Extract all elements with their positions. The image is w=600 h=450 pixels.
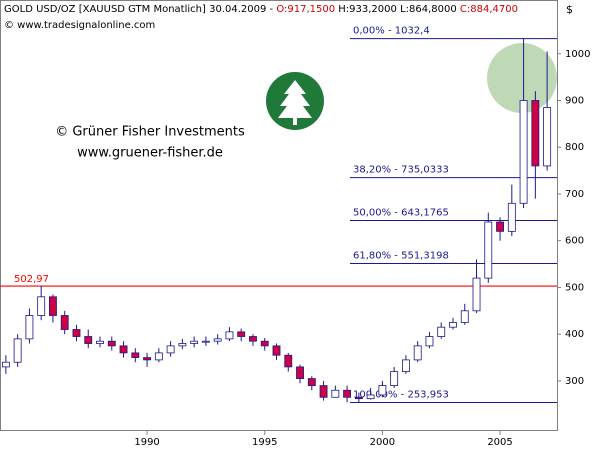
header: GOLD USD/OZ [XAUUSD GTM Monatlich] 30.04… bbox=[4, 4, 518, 15]
candle-body bbox=[296, 366, 304, 379]
fib-label: 50,00% - 643,1765 bbox=[353, 208, 449, 219]
fib-label: 38,20% - 735,0333 bbox=[353, 165, 449, 176]
fib-label: 100,00% - 253,953 bbox=[353, 389, 449, 400]
candle-body bbox=[225, 331, 234, 340]
candle-body bbox=[107, 340, 116, 347]
y-tick-label: 800 bbox=[565, 142, 584, 153]
candle-body bbox=[531, 100, 540, 167]
candle-body bbox=[460, 310, 469, 323]
y-tick-label: 1000 bbox=[565, 49, 590, 60]
resistance-label: 502,97 bbox=[14, 274, 49, 285]
candle-body bbox=[201, 340, 210, 343]
candle-body bbox=[190, 340, 199, 344]
y-tick-label: 500 bbox=[565, 282, 584, 293]
candle-body bbox=[72, 329, 81, 337]
candle-body bbox=[143, 357, 152, 361]
candle-body bbox=[131, 352, 140, 358]
y-tick-label: 900 bbox=[565, 95, 584, 106]
x-tick-label: 2005 bbox=[487, 437, 512, 448]
candle-body bbox=[343, 389, 352, 398]
candle-body bbox=[249, 336, 257, 342]
candle-body bbox=[543, 107, 552, 167]
candle-body bbox=[237, 331, 246, 337]
plot-frame bbox=[0, 0, 558, 431]
annotation: © Grüner Fisher Investments bbox=[55, 125, 245, 140]
header-source: © www.tradesignalonline.com bbox=[4, 20, 155, 31]
candle-body bbox=[13, 338, 22, 363]
candle-body bbox=[449, 322, 457, 328]
candle-body bbox=[178, 343, 187, 347]
candle-body bbox=[425, 336, 434, 347]
candle-body bbox=[390, 371, 399, 386]
annotation: www.gruener-fisher.de bbox=[77, 146, 223, 161]
candle-body bbox=[354, 396, 363, 400]
candle-body bbox=[60, 315, 69, 330]
candle-body bbox=[331, 389, 340, 398]
logo-trunk bbox=[293, 118, 297, 125]
candle-body bbox=[260, 340, 269, 347]
candle-body bbox=[496, 221, 504, 232]
candle-body bbox=[166, 345, 175, 354]
candle-body bbox=[37, 296, 46, 316]
candle-body bbox=[25, 315, 34, 340]
candle-body bbox=[49, 296, 57, 316]
y-tick-label: 700 bbox=[565, 189, 584, 200]
x-tick-label: 1990 bbox=[134, 437, 159, 448]
candle-body bbox=[272, 345, 281, 356]
candle-body bbox=[366, 394, 375, 400]
candle-body bbox=[401, 359, 410, 372]
candle-body bbox=[154, 352, 163, 361]
x-tick-label: 2000 bbox=[370, 437, 395, 448]
candle-body bbox=[507, 202, 516, 232]
logo-tree bbox=[278, 80, 312, 118]
candle-body bbox=[472, 277, 481, 312]
logo bbox=[266, 72, 324, 130]
candle-body bbox=[96, 340, 104, 344]
candle-body bbox=[1, 361, 10, 368]
candle-body bbox=[213, 338, 222, 342]
candle-body bbox=[284, 354, 293, 368]
candle-body bbox=[319, 385, 328, 398]
header-open: O:917,1500 bbox=[276, 4, 335, 15]
y-tick-label: 300 bbox=[565, 376, 584, 387]
candle-body bbox=[413, 345, 422, 361]
candle-body bbox=[437, 326, 446, 337]
fib-label: 0,00% - 1032,4 bbox=[353, 26, 430, 37]
candle-body bbox=[84, 336, 93, 344]
candle-body bbox=[484, 221, 493, 279]
y-axis-label: $ bbox=[566, 3, 573, 16]
candle-body bbox=[519, 100, 528, 204]
x-tick-label: 1995 bbox=[252, 437, 277, 448]
candle-body bbox=[119, 345, 128, 354]
y-tick-label: 400 bbox=[565, 329, 584, 340]
candle-body bbox=[378, 385, 387, 396]
header-high-low: H:933,2000 L:864,8000 bbox=[338, 4, 456, 15]
highlight-circle bbox=[487, 43, 557, 113]
candle-body bbox=[307, 378, 316, 386]
fib-label: 61,80% - 551,3198 bbox=[353, 250, 449, 261]
y-tick-label: 600 bbox=[565, 236, 584, 247]
header-symbol: GOLD USD/OZ [XAUUSD GTM Monatlich] 30.04… bbox=[4, 4, 274, 15]
header-close: C:884,4700 bbox=[460, 4, 518, 15]
